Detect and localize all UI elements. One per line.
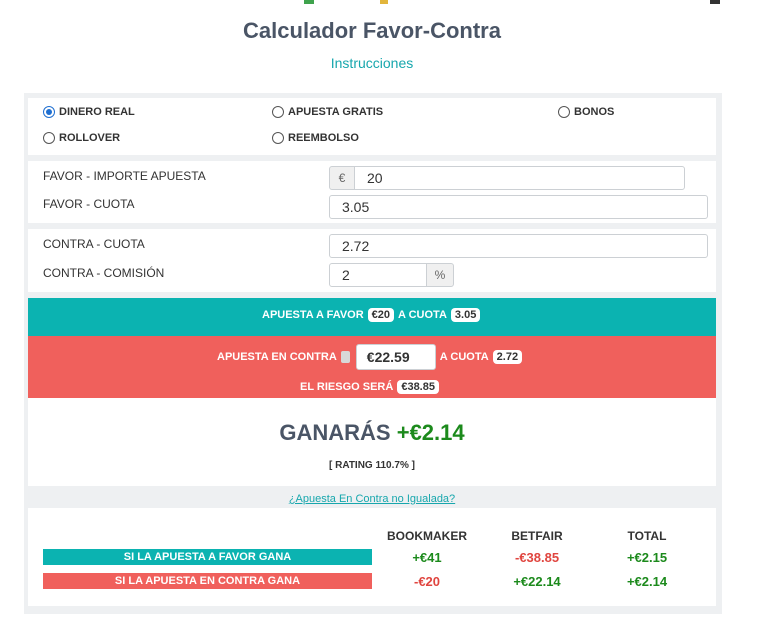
mode-label: REEMBOLSO	[288, 132, 359, 144]
mode-label: APUESTA GRATIS	[288, 106, 384, 118]
risk-summary: EL RIESGO SERÁ €38.85	[300, 380, 439, 394]
mode-apuesta-gratis[interactable]: APUESTA GRATIS	[272, 106, 383, 118]
browser-top-strip	[0, 0, 760, 8]
copy-icon[interactable]	[340, 351, 350, 363]
contra-total-value: +€2.14	[626, 574, 668, 589]
outcome-row-favor-label: SI LA APUESTA A FAVOR GANA	[43, 549, 372, 565]
tab-indicator-green	[304, 0, 314, 4]
mode-reembolso[interactable]: REEMBOLSO	[272, 132, 359, 144]
radio-icon[interactable]	[272, 106, 284, 118]
favor-stake-input[interactable]: 20	[354, 166, 685, 190]
contra-odds-badge: 2.72	[492, 350, 523, 364]
mode-label: DINERO REAL	[59, 106, 135, 118]
rating-text: [ RATING 110.7% ]	[329, 460, 415, 471]
contra-commission-label: CONTRA - COMISIÓN	[43, 266, 165, 280]
favor-amount-badge: €20	[367, 308, 395, 322]
contra-betfair-value: +€22.14	[513, 574, 561, 589]
risk-text: EL RIESGO SERÁ	[300, 381, 394, 393]
favor-summary-text: APUESTA A FAVOR	[262, 309, 364, 321]
contra-stake-field[interactable]: €22.59	[355, 344, 436, 370]
mode-label: BONOS	[574, 106, 615, 118]
profit-label: GANARÁS	[279, 420, 391, 445]
radio-icon[interactable]	[43, 132, 55, 144]
mode-label: ROLLOVER	[59, 132, 121, 144]
mode-card	[28, 98, 716, 155]
radio-icon[interactable]	[43, 106, 55, 118]
mode-bonos[interactable]: BONOS	[558, 106, 614, 118]
contra-odds-input[interactable]: 2.72	[329, 234, 708, 258]
header-betfair: BETFAIR	[511, 529, 563, 543]
favor-stake-label: FAVOR - IMPORTE APUESTA	[43, 169, 206, 183]
result-card	[28, 398, 716, 486]
header-bookmaker: BOOKMAKER	[387, 529, 467, 543]
instructions-link[interactable]: Instrucciones	[330, 55, 414, 71]
favor-odds-label: FAVOR - CUOTA	[43, 197, 135, 211]
contra-summary-text: APUESTA EN CONTRA	[217, 351, 337, 363]
contra-odds-text: A CUOTA	[439, 351, 489, 363]
currency-addon: €	[329, 166, 355, 190]
mode-rollover[interactable]: ROLLOVER	[43, 132, 120, 144]
unmatched-bet-link[interactable]: ¿Apuesta En Contra no Igualada?	[288, 493, 456, 505]
favor-total-value: +€2.15	[626, 550, 668, 565]
page-title: Calculador Favor-Contra	[243, 18, 501, 43]
risk-amount-badge: €38.85	[397, 380, 439, 394]
profit-value: +€2.14	[396, 420, 465, 445]
contra-commission-input[interactable]: 2	[329, 263, 427, 287]
favor-betfair-value: -€38.85	[514, 550, 560, 565]
contra-bookmaker-value: -€20	[413, 574, 441, 589]
contra-summary: APUESTA EN CONTRA €22.59 A CUOTA 2.72	[217, 344, 523, 370]
header-total: TOTAL	[627, 529, 667, 543]
favor-odds-badge: 3.05	[450, 308, 481, 322]
favor-summary: APUESTA A FAVOR €20 A CUOTA 3.05	[262, 308, 481, 322]
radio-icon[interactable]	[272, 132, 284, 144]
radio-icon[interactable]	[558, 106, 570, 118]
favor-bookmaker-value: +€41	[412, 550, 442, 565]
tab-indicator-yellow	[380, 0, 388, 4]
tab-indicator-dark	[710, 0, 720, 4]
contra-odds-label: CONTRA - CUOTA	[43, 237, 145, 251]
profit-display: GANARÁS +€2.14	[28, 420, 716, 446]
favor-odds-text: A CUOTA	[398, 309, 447, 321]
outcome-row-contra-label: SI LA APUESTA EN CONTRA GANA	[43, 573, 372, 589]
favor-odds-input[interactable]: 3.05	[329, 195, 708, 219]
mode-dinero-real[interactable]: DINERO REAL	[43, 106, 135, 118]
percent-addon: %	[426, 263, 454, 287]
